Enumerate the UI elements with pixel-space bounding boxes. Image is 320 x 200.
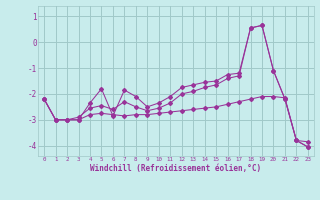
X-axis label: Windchill (Refroidissement éolien,°C): Windchill (Refroidissement éolien,°C): [91, 164, 261, 173]
